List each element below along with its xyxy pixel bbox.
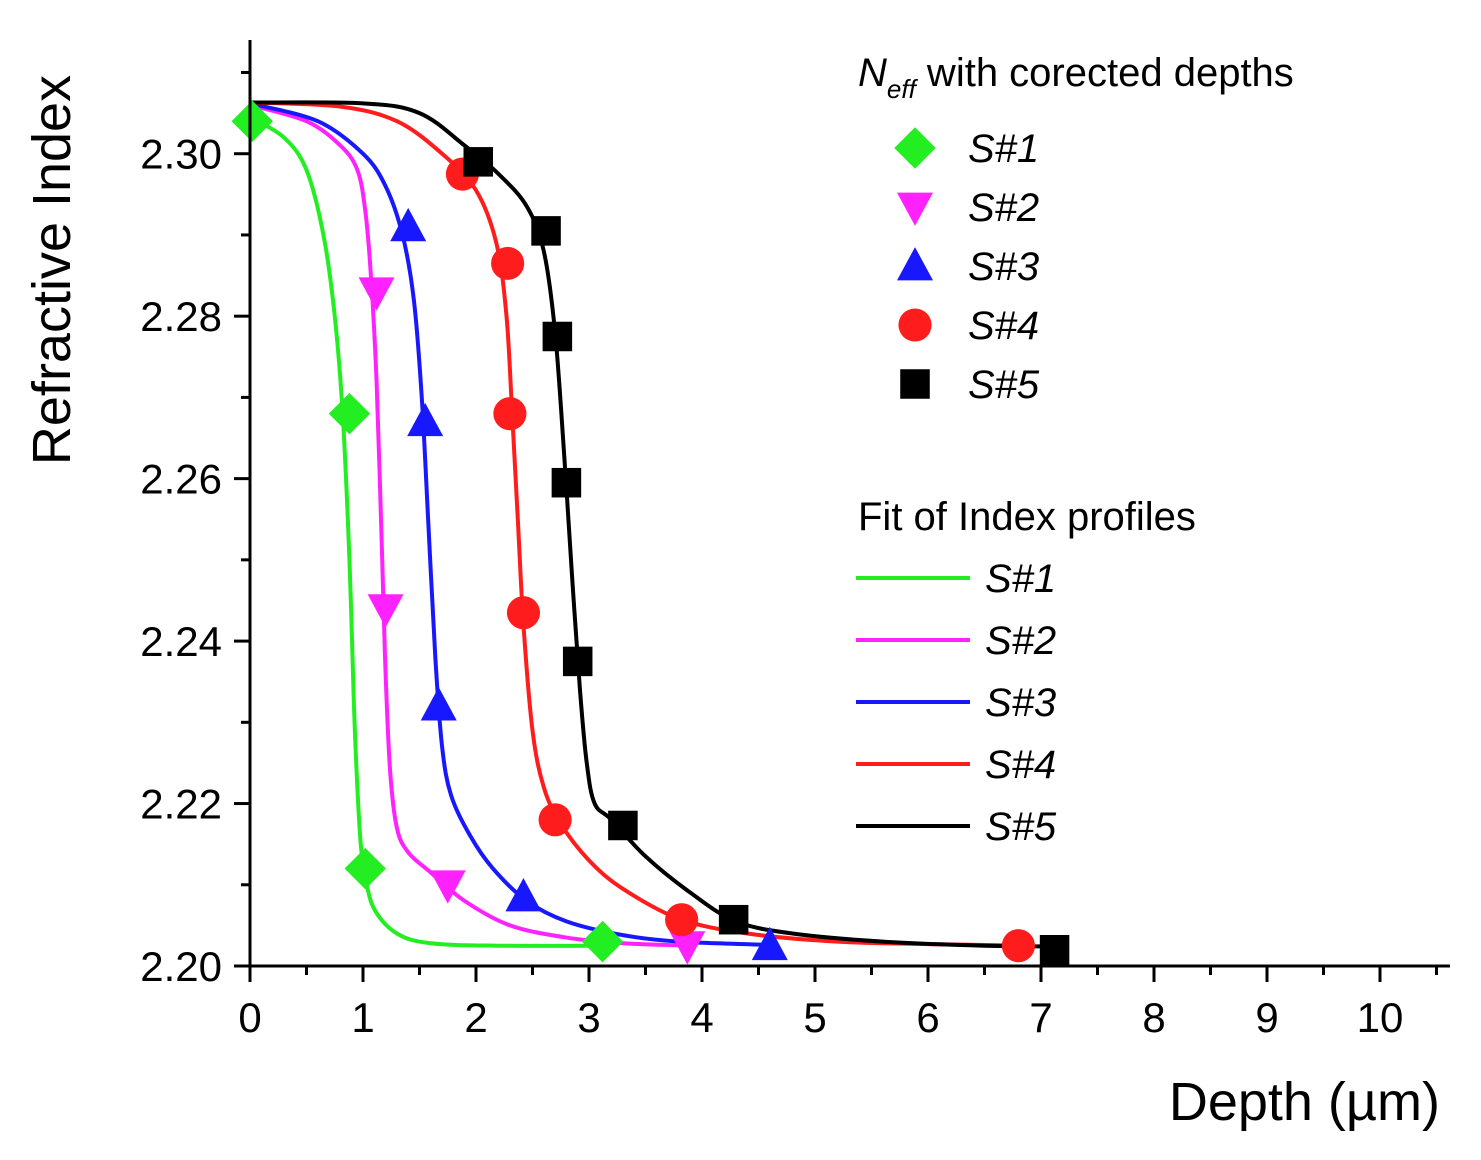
legend-line-label-s4: S#4: [985, 743, 1056, 787]
y-tick-label: 2.22: [140, 781, 222, 828]
legend-line-label-s5: S#5: [985, 805, 1057, 849]
data-point-s1: [344, 847, 386, 890]
data-point-s1: [581, 920, 624, 963]
data-point-s3: [390, 207, 427, 242]
legend-line-label-s3: S#3: [985, 681, 1056, 725]
y-axis-title: Refractive Index: [22, 75, 82, 465]
data-point-s5: [463, 147, 494, 177]
data-point-s1: [328, 392, 371, 435]
y-tick-label: 2.24: [140, 618, 222, 665]
x-tick-label: 7: [1029, 994, 1052, 1041]
data-point-s2: [429, 870, 466, 904]
legend-line-label-s1: S#1: [985, 557, 1056, 601]
data-points: [231, 100, 1070, 965]
legend-lines: Fit of Index profiles S#1 S#2 S#3 S#4 S#5: [856, 495, 1196, 849]
data-point-s5: [1039, 934, 1070, 965]
legend-marker-label-s2: S#2: [968, 186, 1039, 230]
fit-line-s2: [249, 103, 691, 948]
data-point-s5: [551, 467, 582, 498]
legend-marker-label-s4: S#4: [968, 304, 1039, 348]
data-point-s5: [542, 321, 573, 352]
legend-marker-label-s5: S#5: [968, 363, 1040, 407]
y-tick-label: 2.30: [140, 131, 222, 178]
x-tick-label: 1: [351, 994, 374, 1041]
data-point-s2: [669, 931, 706, 965]
y-tick-label: 2.20: [140, 943, 222, 990]
legend-marker-s1: [894, 127, 936, 169]
axes: 0 1 2 3 4 5 6 7 8 9 10 2.20 2.22 2.24 2.26 2.28 2.30: [140, 40, 1450, 1041]
legend-lines-title: Fit of Index profiles: [858, 495, 1196, 539]
data-point-s5: [608, 810, 638, 841]
data-point-s4: [491, 246, 525, 280]
x-tick-label: 0: [238, 994, 261, 1041]
legend-title-neff-main: N: [858, 51, 887, 95]
data-point-s4: [493, 397, 527, 431]
y-tick-label: 2.26: [140, 456, 222, 503]
fit-line-s1: [248, 115, 612, 948]
x-tick-label: 8: [1142, 994, 1165, 1041]
legend-title-neff-rest: with corected depths: [916, 51, 1294, 95]
x-tick-label: 6: [916, 994, 939, 1041]
data-point-s3: [751, 926, 788, 961]
legend-marker-label-s3: S#3: [968, 245, 1039, 289]
data-point-s4: [506, 596, 541, 630]
data-point-s3: [505, 878, 542, 912]
legend-title-neff-sub: eff: [887, 74, 919, 104]
data-point-s2: [367, 594, 404, 628]
x-tick-label: 10: [1357, 994, 1404, 1041]
x-tick-label: 2: [464, 994, 487, 1041]
x-tick-label: 3: [577, 994, 600, 1041]
data-point-s4: [665, 903, 699, 937]
x-axis-title: Depth (µm): [1169, 1072, 1440, 1132]
data-point-s4: [1001, 929, 1035, 963]
legend-marker-s4: [898, 308, 932, 342]
data-point-s3: [420, 687, 457, 721]
legend-marker-s5: [900, 369, 930, 399]
legend-markers: Neff with corected depths S#1 S#2 S#3 S#4 S#…: [858, 51, 1294, 407]
fit-line-s3: [249, 101, 770, 947]
x-tick-label: 9: [1255, 994, 1278, 1041]
legend-line-label-s2: S#2: [985, 619, 1056, 663]
y-axis-ticks: 2.20 2.22 2.24 2.26 2.28 2.30: [140, 70, 250, 990]
y-tick-label: 2.28: [140, 293, 222, 340]
data-point-s2: [358, 277, 395, 311]
data-point-s5: [562, 646, 593, 677]
legend-marker-s2: [897, 192, 933, 226]
data-point-s1: [231, 100, 273, 142]
x-tick-label: 4: [690, 994, 713, 1041]
legend-marker-s3: [897, 247, 933, 281]
x-tick-label: 5: [803, 994, 826, 1041]
x-axis-ticks: 0 1 2 3 4 5 6 7 8 9 10: [238, 966, 1438, 1041]
data-point-s3: [407, 402, 444, 437]
legend-marker-label-s1: S#1: [968, 127, 1039, 171]
data-point-s5: [531, 216, 561, 246]
data-point-s4: [538, 803, 572, 837]
data-point-s5: [718, 904, 749, 935]
legend-markers-title: Neff with corected depths: [858, 51, 1294, 104]
